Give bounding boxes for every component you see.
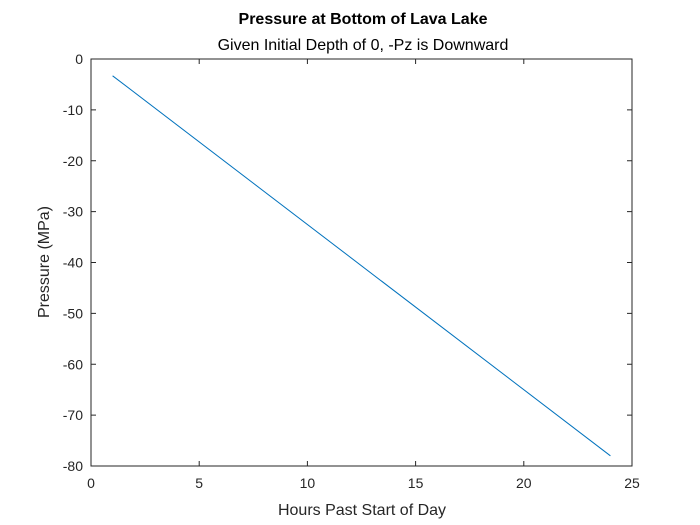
y-tick-label: -50	[63, 305, 83, 321]
chart-title: Pressure at Bottom of Lava Lake	[239, 11, 488, 28]
y-tick-label: -20	[63, 153, 83, 169]
y-tick-label: -10	[63, 102, 83, 118]
ticks-layer: 0 5 10 15 20 25 0 -10 -20 -30 -40 -50 -60 -70 -80	[63, 51, 640, 491]
y-tick-label: -80	[63, 458, 83, 474]
chart-subtitle: Given Initial Depth of 0, -Pz is Downwar…	[218, 37, 509, 54]
y-axis-label: Pressure (MPa)	[36, 206, 53, 318]
x-tick-label: 0	[87, 475, 95, 491]
x-tick-label: 10	[300, 475, 316, 491]
y-tick-label: 0	[75, 51, 83, 67]
y-tick-label: -40	[63, 255, 83, 271]
plot-area	[91, 59, 632, 466]
y-tick-label: -60	[63, 356, 83, 372]
x-tick-label: 15	[408, 475, 424, 491]
axes-box	[90, 58, 633, 467]
series-layer	[112, 75, 611, 457]
x-tick-label: 20	[516, 475, 532, 491]
x-tick-label: 5	[195, 475, 203, 491]
x-tick-label: 25	[624, 475, 640, 491]
y-tick-label: -30	[63, 204, 83, 220]
series-line-0	[112, 75, 611, 457]
x-axis-label: Hours Past Start of Day	[278, 502, 446, 519]
y-tick-label: -70	[63, 407, 83, 423]
